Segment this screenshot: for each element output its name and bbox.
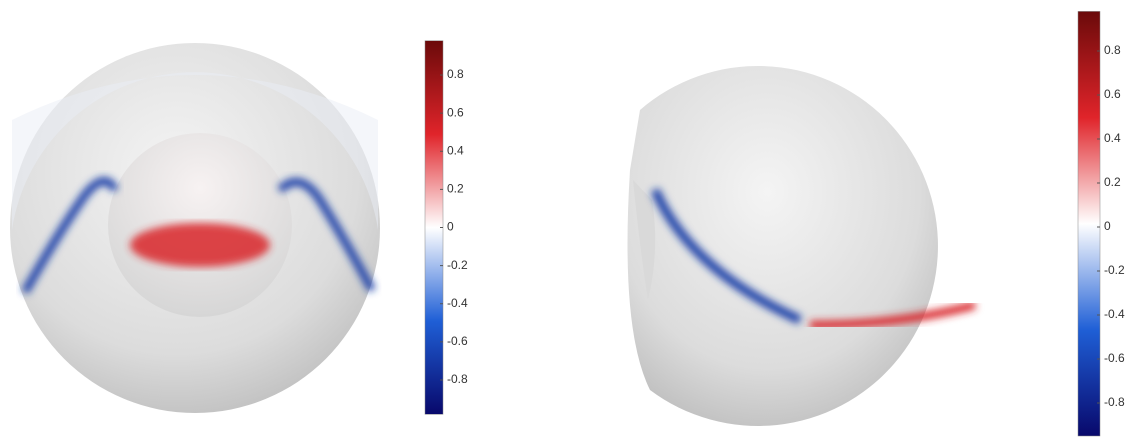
- colorbar-tick-label: -0.4: [447, 296, 468, 310]
- colorbar-tick-label: 0.2: [447, 182, 464, 196]
- colorbar-tick-label: -0.2: [1104, 263, 1125, 277]
- colorbar-tick-label: 0: [1104, 219, 1111, 233]
- colorbar-tick-label: -0.6: [447, 334, 468, 348]
- colorbar-tick-label: -0.2: [447, 258, 468, 272]
- colorbar-tick-label: 0: [447, 220, 454, 234]
- colorbar-tick-label: -0.4: [1104, 307, 1125, 321]
- colorbars: -0.8 -0.6 -0.4 -0.2 0 0.2 0.4 0.6 0.8 -0.8 -0.6 -0.…: [424, 11, 1125, 437]
- colorbar-tick-label: 0.8: [447, 67, 464, 81]
- colorbar-tick-label: 0.6: [447, 105, 464, 119]
- colorbar-tick-label: -0.8: [1104, 395, 1125, 409]
- colorbar-tick-label: 0.4: [447, 143, 464, 157]
- colorbar-tick-label: 0.4: [1104, 131, 1121, 145]
- colorbar-tick-label: 0.8: [1104, 43, 1121, 57]
- colorbar-tick-label: -0.6: [1104, 351, 1125, 365]
- colorbar-tick-label: -0.8: [447, 372, 468, 386]
- right-render: [627, 65, 977, 426]
- colorbar-tick-label: 0.2: [1104, 175, 1121, 189]
- colorbar: [1077, 11, 1101, 437]
- left-render: [10, 43, 380, 413]
- colorbar-tick-label: 0.6: [1104, 87, 1121, 101]
